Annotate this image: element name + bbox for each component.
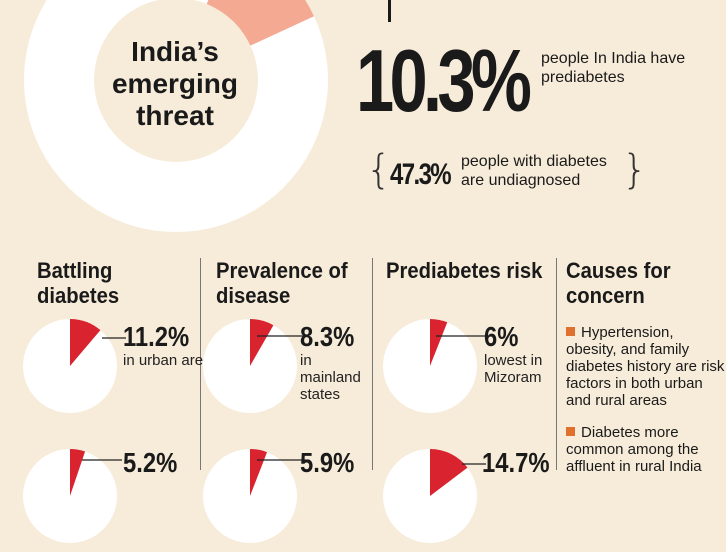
pie-value-caption: in mainland states — [300, 352, 361, 403]
pie-chart — [383, 319, 486, 413]
cause-item: Hypertension, obesity, and family diabet… — [566, 324, 726, 409]
undiagnosed-percentage: 47.3% — [390, 158, 452, 191]
cause-item: Diabetes more common among the affluent … — [566, 424, 726, 475]
top-divider-line — [388, 0, 391, 22]
pie-slice — [250, 319, 274, 366]
section-title-prevalence: Prevalence of disease — [216, 258, 348, 308]
pie-value-caption: in urban areas — [123, 352, 219, 369]
pie-value-label: 14.7% — [482, 447, 550, 478]
pie-value-label: 5.9% — [300, 447, 355, 478]
pie-chart — [23, 319, 126, 413]
section-title-battling: Battling diabetes — [37, 258, 120, 308]
pie-value-label: 6% — [484, 321, 519, 352]
pie-chart — [23, 449, 122, 543]
right-brace: } — [622, 147, 648, 193]
pie-slice — [70, 319, 101, 366]
prediabetes-description: people In India have prediabetes — [541, 50, 686, 86]
prediabetes-percentage: 10.3% — [356, 31, 532, 130]
donut-title: India’s emerging threat — [111, 36, 239, 131]
column-divider — [372, 258, 373, 470]
left-brace: { — [366, 147, 392, 193]
pie-slice — [430, 319, 448, 366]
pie-value-label: 11.2% — [123, 321, 190, 352]
cause-text: Hypertension, obesity, and family diabet… — [566, 324, 725, 409]
column-divider — [200, 258, 201, 470]
pie-value-label: 5.2% — [123, 447, 178, 478]
pie-chart — [203, 449, 306, 543]
pie-chart — [203, 319, 306, 413]
big-donut-chart — [24, 0, 328, 232]
undiagnosed-description: people with diabetes are undiagnosed — [461, 153, 607, 189]
section-title-prediabetes: Prediabetes risk — [386, 258, 543, 283]
cause-text: Diabetes more common among the affluent … — [566, 424, 702, 475]
column-divider — [556, 258, 557, 470]
bullet-square-icon — [566, 427, 575, 436]
donut-hole — [94, 0, 258, 162]
section-title-causes: Causes for concern — [566, 258, 671, 308]
pie-value-caption: lowest in Mizoram — [484, 352, 543, 386]
pie-value-label: 8.3% — [300, 321, 355, 352]
bullet-square-icon — [566, 327, 575, 336]
pie-chart — [383, 449, 486, 543]
